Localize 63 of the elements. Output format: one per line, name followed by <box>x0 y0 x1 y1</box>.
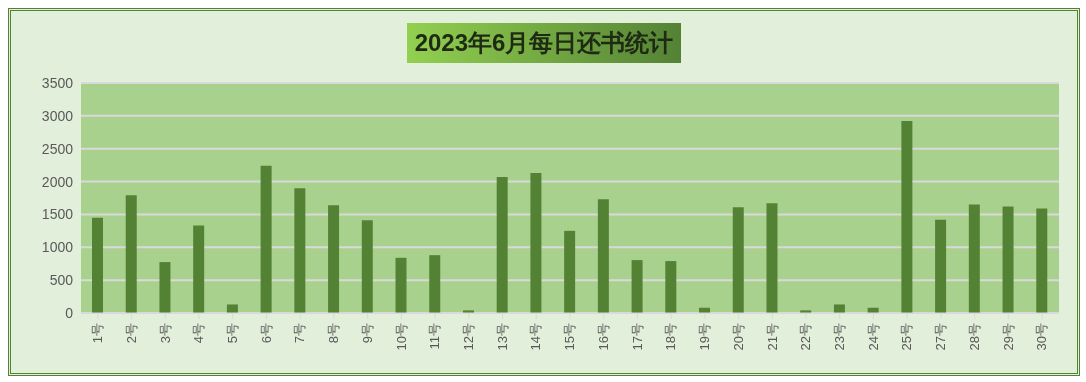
bar <box>395 257 407 313</box>
x-tick-label: 20号 <box>730 323 746 351</box>
y-tick-label: 2000 <box>41 173 74 190</box>
bar <box>766 203 778 313</box>
x-tick-label: 14号 <box>528 323 544 351</box>
bar <box>294 188 306 313</box>
x-tick-label: 6号 <box>258 323 274 344</box>
y-tick-label: 1500 <box>41 206 74 223</box>
x-tick-label: 9号 <box>359 323 375 344</box>
x-tick-label: 1号 <box>90 323 106 344</box>
y-tick-label: 2500 <box>41 140 74 157</box>
x-tick-label: 21号 <box>764 323 780 351</box>
bar <box>496 176 508 313</box>
bar <box>631 260 643 313</box>
bar <box>530 173 542 313</box>
bar <box>226 304 238 313</box>
x-tick-label: 30号 <box>1034 323 1050 351</box>
x-tick-label: 16号 <box>595 323 611 351</box>
x-tick-label: 27号 <box>933 323 949 351</box>
bar <box>1036 208 1048 313</box>
bar <box>159 262 171 313</box>
x-tick-label: 5号 <box>224 323 240 344</box>
bar <box>328 205 340 313</box>
x-tick-label: 24号 <box>865 323 881 351</box>
bar <box>1002 206 1014 313</box>
x-tick-label: 10号 <box>393 323 409 351</box>
x-tick-label: 12号 <box>461 323 477 351</box>
x-tick-label: 22号 <box>798 323 814 351</box>
bar <box>833 304 845 313</box>
x-tick-label: 8号 <box>326 323 342 344</box>
x-tick-label: 19号 <box>697 323 713 351</box>
bar <box>901 121 913 313</box>
x-tick-label: 18号 <box>663 323 679 351</box>
x-tick-label: 17号 <box>629 323 645 351</box>
y-tick-label: 1000 <box>41 239 74 256</box>
x-tick-label: 15号 <box>562 323 578 351</box>
bar <box>92 217 103 313</box>
x-tick-label: 23号 <box>832 323 848 351</box>
bar <box>125 195 137 313</box>
x-tick-label: 7号 <box>292 323 308 344</box>
bar <box>564 230 576 313</box>
x-tick-label: 3号 <box>157 323 173 344</box>
x-tick-label: 13号 <box>494 323 510 351</box>
y-tick-label: 3000 <box>41 107 74 124</box>
bar <box>361 220 373 313</box>
bar <box>429 255 441 313</box>
y-tick-label: 0 <box>65 304 74 321</box>
bar <box>193 225 205 313</box>
bar <box>968 204 980 313</box>
x-tick-label: 4号 <box>191 323 207 344</box>
y-tick-label: 3500 <box>41 74 74 91</box>
x-tick-label: 11号 <box>427 323 443 350</box>
x-tick-label: 2号 <box>123 323 139 344</box>
bar <box>597 199 609 313</box>
bar <box>260 165 272 313</box>
x-tick-label: 28号 <box>966 323 982 351</box>
y-tick-label: 500 <box>49 272 74 289</box>
x-tick-label: 25号 <box>899 323 915 351</box>
bar <box>732 207 744 313</box>
bar <box>935 219 947 313</box>
x-tick-label: 29号 <box>1000 323 1016 351</box>
chart-title: 2023年6月每日还书统计 <box>406 23 682 63</box>
bar <box>665 261 677 313</box>
